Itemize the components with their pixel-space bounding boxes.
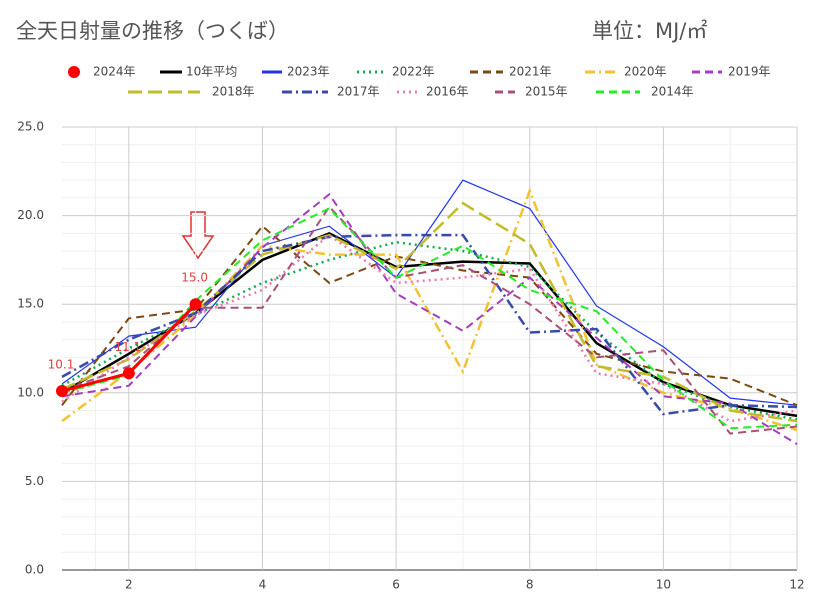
series-line: [61, 233, 798, 423]
series-line: [61, 192, 798, 446]
x-tick-label: 4: [259, 578, 267, 592]
legend-label: 2015年: [525, 85, 568, 99]
x-tick-label: 2: [125, 578, 133, 592]
y-tick-label: 25.0: [17, 120, 44, 134]
data-point: [189, 298, 202, 311]
legend-label: 2024年: [93, 65, 136, 79]
data-label: 11.1: [114, 340, 141, 354]
data-point: [122, 367, 135, 380]
x-tick-label: 10: [656, 578, 671, 592]
legend-label: 2021年: [509, 65, 552, 79]
legend-label: 2020年: [624, 65, 667, 79]
series-line: [61, 207, 798, 430]
legend-label: 2022年: [392, 65, 435, 79]
chart-title: 全天日射量の推移（つくば）: [16, 19, 289, 43]
series-line: [61, 205, 798, 435]
legend-label: 2023年: [287, 65, 330, 79]
legend-label: 2017年: [337, 85, 380, 99]
x-tick-label: 12: [789, 578, 804, 592]
x-tick-label: 8: [526, 578, 534, 592]
y-tick-label: 10.0: [17, 385, 44, 399]
y-tick-label: 20.0: [17, 208, 44, 222]
series-line: [61, 233, 798, 416]
y-tick-label: 15.0: [17, 297, 44, 311]
legend-label: 2019年: [728, 65, 771, 79]
x-tick-label: 6: [392, 578, 400, 592]
data-point: [56, 385, 68, 398]
legend-marker: [68, 66, 80, 78]
series-line: [61, 179, 798, 406]
unit-label: 単位：MJ/㎡: [592, 19, 707, 43]
series-line: [61, 224, 798, 407]
series-line: [61, 201, 798, 423]
legend-label: 2014年: [651, 85, 694, 99]
legend-label: 2018年: [212, 85, 255, 99]
series-line: [61, 187, 798, 432]
data-label: 15.0: [181, 271, 208, 285]
y-tick-label: 0.0: [25, 563, 44, 577]
legend-label: 2016年: [426, 85, 469, 99]
legend-label: 10年平均: [186, 65, 237, 79]
y-tick-label: 5.0: [25, 474, 44, 488]
data-label: 10.1: [48, 358, 75, 372]
